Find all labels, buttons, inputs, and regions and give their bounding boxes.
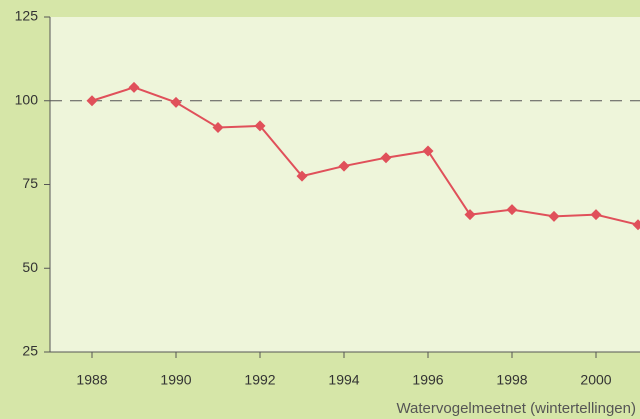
point: [632, 219, 640, 231]
source-note: Watervogelmeetnet (wintertellingen): [396, 400, 636, 417]
point: [464, 209, 476, 221]
point: [170, 96, 182, 108]
y-tick-label: 100: [15, 91, 39, 107]
series-line: [91, 86, 639, 226]
point: [86, 95, 98, 107]
point: [380, 152, 392, 164]
point: [338, 160, 350, 172]
x-tick-label: 1994: [328, 372, 359, 388]
x-tick-label: 1990: [160, 372, 191, 388]
y-tick-label: 125: [15, 8, 39, 24]
y-tick-label: 50: [22, 259, 38, 275]
x-tick-label: 1988: [76, 372, 107, 388]
x-tick-label: 2000: [580, 372, 611, 388]
point: [128, 81, 140, 93]
x-tick-label: 1998: [496, 372, 527, 388]
plot-area: [50, 17, 640, 352]
x-tick-label: 1996: [412, 372, 443, 388]
y-tick-label: 75: [22, 175, 38, 191]
point: [212, 122, 224, 134]
point: [296, 170, 308, 182]
y-tick-label: 25: [22, 343, 38, 359]
point: [254, 120, 266, 132]
point: [548, 210, 560, 222]
point: [506, 204, 518, 216]
point: [422, 145, 434, 157]
x-tick-label: 1992: [244, 372, 275, 388]
point: [590, 209, 602, 221]
